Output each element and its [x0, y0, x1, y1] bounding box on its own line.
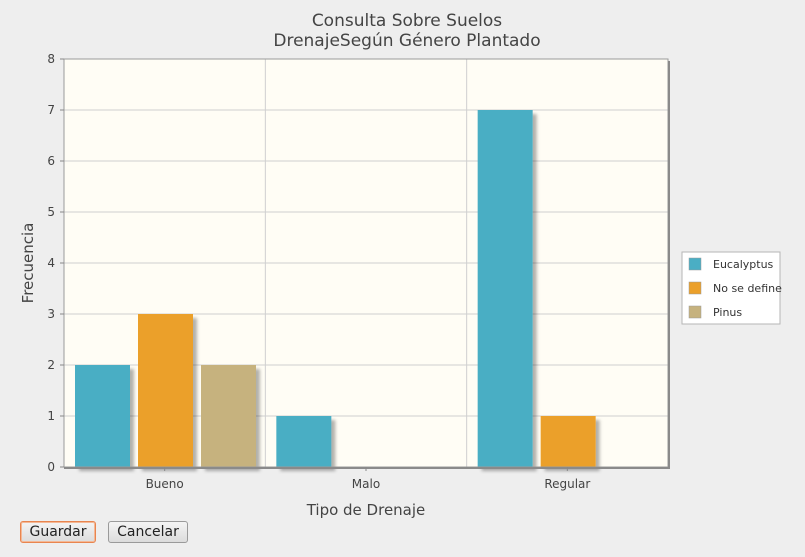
y-tick-label: 3 — [47, 307, 55, 321]
y-tick-label: 8 — [47, 52, 55, 66]
legend-entry-label: Pinus — [713, 306, 742, 319]
y-tick-label: 1 — [47, 409, 55, 423]
legend-entry-label: No se define — [713, 282, 782, 295]
y-tick-label: 0 — [47, 460, 55, 474]
legend-entry-label: Eucalyptus — [713, 258, 774, 271]
bar-eucalyptus-malo — [276, 416, 332, 467]
bars — [75, 110, 596, 467]
y-tick-label: 6 — [47, 154, 55, 168]
y-tick-labels: 0 1 2 3 4 5 6 7 8 — [47, 52, 64, 474]
y-tick-label: 7 — [47, 103, 55, 117]
bar-eucalyptus-bueno — [75, 365, 130, 467]
x-tick-label: Regular — [544, 477, 590, 491]
y-axis-label: Frecuencia — [19, 223, 37, 304]
bar-eucalyptus-regular — [477, 110, 533, 467]
y-tick-label: 2 — [47, 358, 55, 372]
legend-swatch — [688, 257, 702, 271]
bar-no-se-define-regular — [540, 416, 596, 467]
save-button[interactable]: Guardar — [20, 521, 96, 543]
legend-swatch — [688, 281, 702, 295]
chart-title-line: Consulta Sobre Suelos — [312, 11, 502, 31]
legend: Eucalyptus No se define Pinus — [681, 251, 782, 325]
bar-pinus-bueno — [201, 365, 256, 467]
cancel-button[interactable]: Cancelar — [108, 521, 188, 543]
bar-no-se-define-bueno — [138, 314, 193, 467]
chart-title-line: DrenajeSegún Género Plantado — [273, 31, 540, 51]
x-tick-label: Bueno — [146, 477, 184, 491]
x-axis-label: Tipo de Drenaje — [306, 501, 426, 519]
y-tick-label: 5 — [47, 205, 55, 219]
y-tick-label: 4 — [47, 256, 55, 270]
x-tick-labels: Bueno Malo Regular — [146, 467, 590, 491]
x-tick-label: Malo — [352, 477, 380, 491]
legend-swatch — [688, 305, 702, 319]
